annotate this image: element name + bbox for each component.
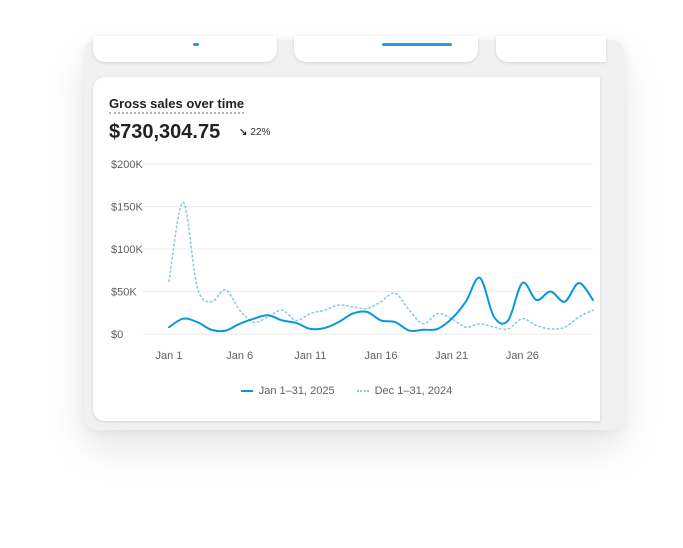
legend-swatch-solid [240,390,253,392]
y-tick-label: $0 [111,329,123,341]
grid-layer [143,163,593,335]
x-tick-label: Jan 1 [156,350,183,362]
legend-item-previous[interactable]: Dec 1–31, 2024 [356,385,453,397]
total-sales-value: $730,304.75 [109,121,221,143]
x-tick-label: Jan 21 [435,350,468,362]
legend-label-current: Jan 1–31, 2025 [258,385,335,397]
metric-card-right-partial[interactable] [496,36,606,62]
legend-label-previous: Dec 1–31, 2024 [374,385,453,397]
x-tick-label: Jan 11 [294,350,326,362]
y-tick-label: $200K [111,159,143,171]
x-tick-label: Jan 6 [226,350,253,362]
y-tick-label: $150K [111,202,143,214]
y-tick-label: $100K [111,244,143,256]
series-layer [168,201,594,333]
metric-card-glimpse [382,43,452,46]
y-axis: $0 $50K $100K $150K $200K [111,159,143,341]
legend-item-current[interactable]: Jan 1–31, 2025 [240,385,335,397]
metric-card-glimpse [193,43,199,46]
series-line-previous[interactable] [168,201,594,331]
series-line-current[interactable] [168,276,594,333]
chart-legend: Jan 1–31, 2025 Dec 1–31, 2024 [93,385,600,397]
change-badge: ↘ 22% [239,127,270,138]
x-tick-label: Jan 26 [506,350,539,362]
chart-title[interactable]: Gross sales over time [109,96,245,114]
x-tick-label: Jan 16 [364,350,397,362]
line-chart[interactable]: $0$50K$100K$150K$200K Jan 1 Jan 6 Jan 11 Ja… [93,77,600,377]
metric-card-left-partial[interactable] [93,36,277,62]
metric-card-middle-partial[interactable] [294,36,478,62]
arrow-down-right-icon: ↘ [239,126,248,138]
legend-swatch-dotted [356,390,369,392]
x-axis: Jan 1 Jan 6 Jan 11 Jan 16 Jan 21 Jan 26 [156,350,539,362]
gross-sales-card: Gross sales over time $730,304.75 ↘ 22% … [93,77,600,421]
change-percent: 22% [250,127,271,138]
y-tick-label: $50K [111,287,137,299]
